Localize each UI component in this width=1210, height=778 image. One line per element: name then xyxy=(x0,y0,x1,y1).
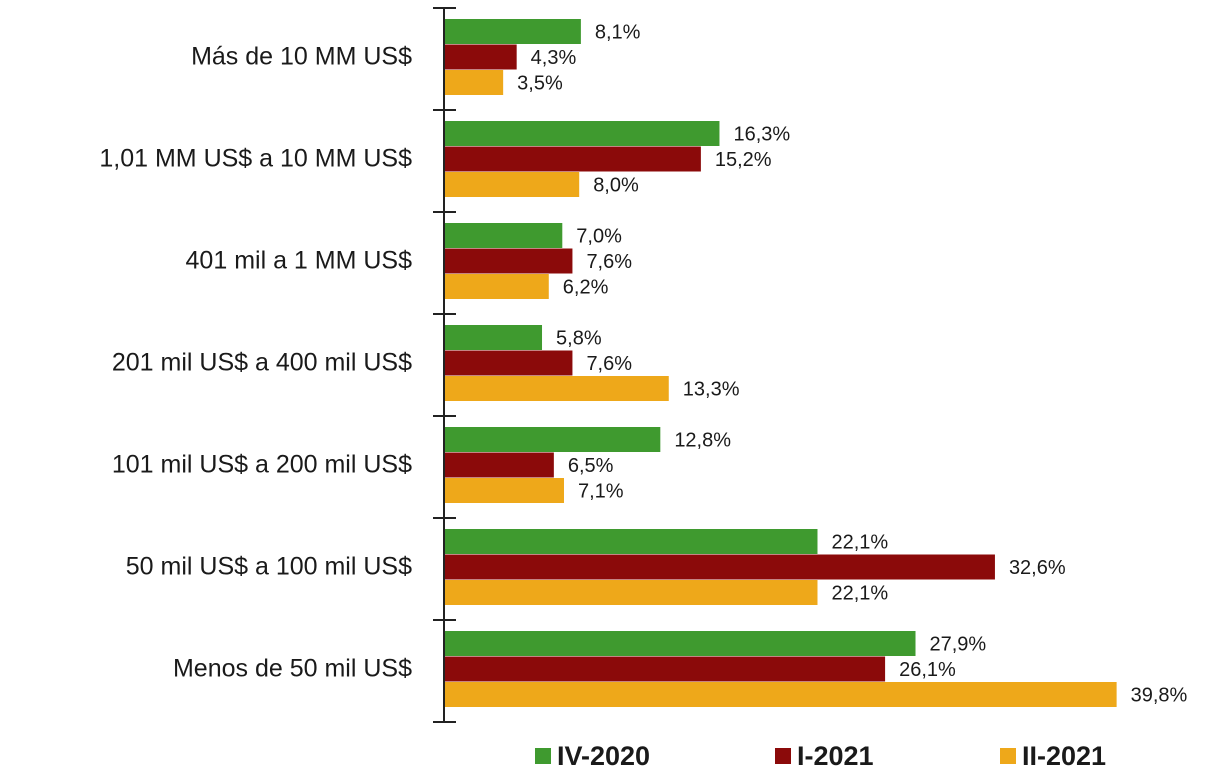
bar xyxy=(444,45,517,70)
legend-swatch xyxy=(775,748,791,764)
value-label: 22,1% xyxy=(831,531,888,553)
value-label: 7,6% xyxy=(586,353,632,375)
bar xyxy=(444,376,669,401)
value-label: 15,2% xyxy=(715,149,772,171)
category-label: 1,01 MM US$ a 10 MM US$ xyxy=(99,145,412,173)
category-label: Más de 10 MM US$ xyxy=(191,43,412,71)
value-label: 13,3% xyxy=(683,378,740,400)
bar xyxy=(444,682,1117,707)
bar xyxy=(444,70,503,95)
value-label: 7,6% xyxy=(586,251,632,273)
bar xyxy=(444,172,579,197)
category-label: 401 mil a 1 MM US$ xyxy=(186,247,413,275)
value-label: 8,1% xyxy=(595,21,641,43)
value-label: 6,5% xyxy=(568,455,614,477)
bar xyxy=(444,453,554,478)
value-label: 7,0% xyxy=(576,225,622,247)
value-label: 26,1% xyxy=(899,659,956,681)
bar xyxy=(444,249,572,274)
bar xyxy=(444,223,562,248)
value-label: 12,8% xyxy=(674,429,731,451)
value-label: 16,3% xyxy=(733,123,790,145)
value-label: 22,1% xyxy=(831,582,888,604)
legend-label: II-2021 xyxy=(1022,741,1106,771)
legend-swatch xyxy=(535,748,551,764)
category-label: 101 mil US$ a 200 mil US$ xyxy=(112,451,412,479)
bar xyxy=(444,427,660,452)
bar xyxy=(444,478,564,503)
value-label: 32,6% xyxy=(1009,557,1066,579)
legend-label: IV-2020 xyxy=(557,741,650,771)
value-label: 6,2% xyxy=(563,276,609,298)
category-label: 201 mil US$ a 400 mil US$ xyxy=(112,349,412,377)
value-label: 5,8% xyxy=(556,327,602,349)
bar xyxy=(444,121,719,146)
value-label: 7,1% xyxy=(578,480,624,502)
value-label: 39,8% xyxy=(1131,684,1188,706)
legend-label: I-2021 xyxy=(797,741,874,771)
bar xyxy=(444,580,817,605)
value-label: 8,0% xyxy=(593,174,639,196)
category-label: 50 mil US$ a 100 mil US$ xyxy=(126,553,412,581)
category-label: Menos de 50 mil US$ xyxy=(173,655,412,683)
chart: Más de 10 MM US$ 8,1% 4,3% 3,5% 1,01 MM US$ … xyxy=(0,0,1210,778)
bar xyxy=(444,657,885,682)
bar xyxy=(444,19,581,44)
page: {"chart_data": {"type": "bar", "orientat… xyxy=(0,0,1210,778)
bar xyxy=(444,274,549,299)
legend-swatch xyxy=(1000,748,1016,764)
value-label: 27,9% xyxy=(930,633,987,655)
value-label: 3,5% xyxy=(517,72,563,94)
bar xyxy=(444,529,817,554)
value-label: 4,3% xyxy=(531,47,577,69)
bar xyxy=(444,147,701,172)
bar xyxy=(444,631,916,656)
bar xyxy=(444,325,542,350)
bar xyxy=(444,351,572,376)
bar xyxy=(444,555,995,580)
